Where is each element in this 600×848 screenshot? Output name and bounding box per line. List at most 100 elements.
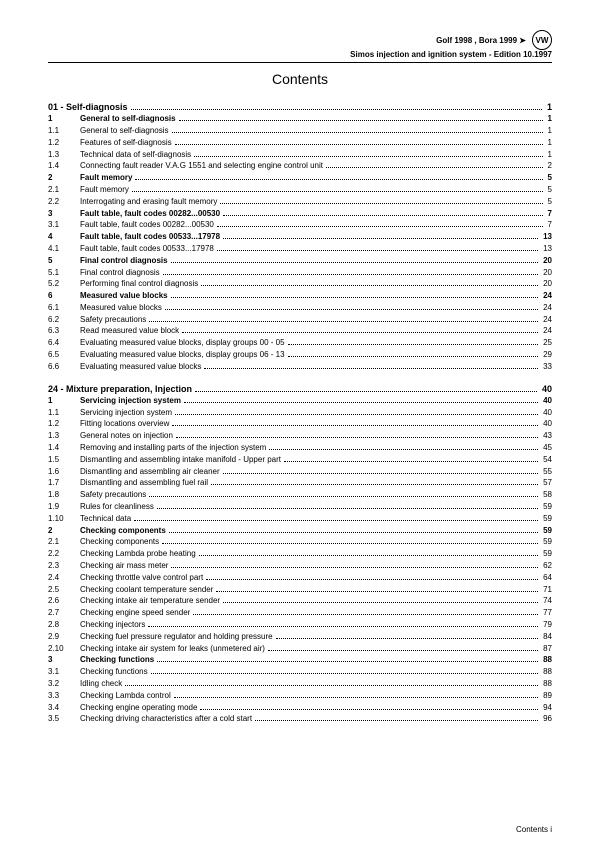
entry-number: 3.2 [48, 679, 80, 690]
leader-dots [176, 437, 538, 438]
entry-page: 33 [541, 362, 552, 373]
entry-label: Evaluating measured value blocks [80, 362, 201, 373]
leader-dots [216, 591, 538, 592]
entry-label-wrap: Idling check [80, 679, 541, 690]
leader-dots [223, 473, 538, 474]
leader-dots [284, 461, 538, 462]
entry-number: 1.9 [48, 502, 80, 513]
entry-number: 6.6 [48, 362, 80, 373]
entry-page: 20 [541, 256, 552, 267]
toc-subsection: 6.3Read measured value block24 [48, 326, 552, 337]
entry-page: 84 [541, 632, 552, 643]
entry-label-wrap: Rules for cleanliness [80, 502, 541, 513]
leader-dots [268, 650, 538, 651]
toc-section: 6Measured value blocks24 [48, 291, 552, 302]
entry-number: 2 [48, 526, 80, 537]
entry-label: Checking intake air temperature sender [80, 596, 220, 607]
entry-number: 5 [48, 256, 80, 267]
entry-number: 6 [48, 291, 80, 302]
entry-page: 1 [546, 138, 552, 149]
leader-dots [169, 532, 538, 533]
leader-dots [200, 709, 538, 710]
entry-label-wrap: General to self-diagnosis [80, 126, 546, 137]
leader-dots [175, 144, 543, 145]
header-line-2: Simos injection and ignition system - Ed… [48, 50, 552, 59]
entry-label-wrap: Checking fuel pressure regulator and hol… [80, 632, 541, 643]
entry-number: 5.2 [48, 279, 80, 290]
leader-dots [151, 673, 539, 674]
leader-dots [171, 262, 539, 263]
entry-number: 1.5 [48, 455, 80, 466]
entry-page: 88 [541, 655, 552, 666]
chapter-heading: 24 - Mixture preparation, Injection 40 [48, 383, 552, 395]
entry-number: 3.1 [48, 667, 80, 678]
entry-label: General to self-diagnosis [80, 126, 169, 137]
toc-subsection: 6.1Measured value blocks24 [48, 303, 552, 314]
entry-label-wrap: Performing final control diagnosis [80, 279, 541, 290]
leader-dots [182, 332, 538, 333]
toc-subsection: 1.9Rules for cleanliness59 [48, 502, 552, 513]
leader-dots [269, 449, 538, 450]
leader-dots [184, 402, 538, 403]
entry-label-wrap: General notes on injection [80, 431, 541, 442]
entry-number: 1.10 [48, 514, 80, 525]
entry-label-wrap: Removing and installing parts of the inj… [80, 443, 541, 454]
leader-dots [175, 414, 538, 415]
toc-subsection: 2.10Checking intake air system for leaks… [48, 644, 552, 655]
toc-subsection: 5.1Final control diagnosis20 [48, 268, 552, 279]
entry-number: 2.8 [48, 620, 80, 631]
entry-page: 88 [541, 679, 552, 690]
entry-label-wrap: Fault table, fault codes 00282...00530 [80, 209, 546, 220]
entry-number: 2.2 [48, 549, 80, 560]
toc-subsection: 1.6Dismantling and assembling air cleane… [48, 467, 552, 478]
entry-page: 77 [541, 608, 552, 619]
toc-subsection: 6.2Safety precautions24 [48, 315, 552, 326]
leader-dots [157, 661, 538, 662]
leader-dots [255, 720, 538, 721]
entry-label: Measured value blocks [80, 291, 168, 302]
entry-page: 20 [541, 279, 552, 290]
entry-label: Checking engine speed sender [80, 608, 190, 619]
entry-page: 59 [541, 549, 552, 560]
entry-label-wrap: Fitting locations overview [80, 419, 541, 430]
entry-label-wrap: Servicing injection system [80, 408, 541, 419]
entry-label-wrap: General to self-diagnosis [80, 114, 546, 125]
entry-number: 1.4 [48, 161, 80, 172]
toc-section: 4Fault table, fault codes 00533...179781… [48, 232, 552, 243]
entry-page: 43 [541, 431, 552, 442]
entry-label-wrap: Checking coolant temperature sender [80, 585, 541, 596]
entry-label-wrap: Dismantling and assembling intake manifo… [80, 455, 541, 466]
entry-label-wrap: Technical data of self-diagnosis [80, 150, 546, 161]
entry-page: 20 [541, 268, 552, 279]
toc-section: 5Final control diagnosis20 [48, 256, 552, 267]
entry-label-wrap: Checking injectors [80, 620, 541, 631]
leader-dots [223, 215, 542, 216]
toc-subsection: 1.4Removing and installing parts of the … [48, 443, 552, 454]
entry-page: 1 [546, 114, 552, 125]
entry-label: Checking functions [80, 667, 148, 678]
toc-subsection: 2.5Checking coolant temperature sender71 [48, 585, 552, 596]
entry-label-wrap: Safety precautions [80, 315, 541, 326]
toc-subsection: 3.3Checking Lambda control89 [48, 691, 552, 702]
entry-label-wrap: Checking engine speed sender [80, 608, 541, 619]
entry-label: Checking fuel pressure regulator and hol… [80, 632, 273, 643]
toc-section: 1General to self-diagnosis1 [48, 114, 552, 125]
entry-number: 2.6 [48, 596, 80, 607]
entry-page: 13 [541, 232, 552, 243]
entry-page: 59 [541, 526, 552, 537]
toc-subsection: 1.3General notes on injection43 [48, 431, 552, 442]
leader-dots [326, 167, 543, 168]
leader-dots [148, 626, 538, 627]
entry-label-wrap: Safety precautions [80, 490, 541, 501]
entry-number: 1.2 [48, 138, 80, 149]
entry-label-wrap: Checking Lambda probe heating [80, 549, 541, 560]
toc-section: 2Checking components59 [48, 526, 552, 537]
entry-label: Evaluating measured value blocks, displa… [80, 350, 285, 361]
entry-label: Measured value blocks [80, 303, 162, 314]
leader-dots [172, 132, 543, 133]
entry-label: Servicing injection system [80, 408, 172, 419]
toc-subsection: 2.1Fault memory5 [48, 185, 552, 196]
toc-subsection: 2.2Interrogating and erasing fault memor… [48, 197, 552, 208]
toc-section: 3Fault table, fault codes 00282...005307 [48, 209, 552, 220]
entry-number: 2.3 [48, 561, 80, 572]
